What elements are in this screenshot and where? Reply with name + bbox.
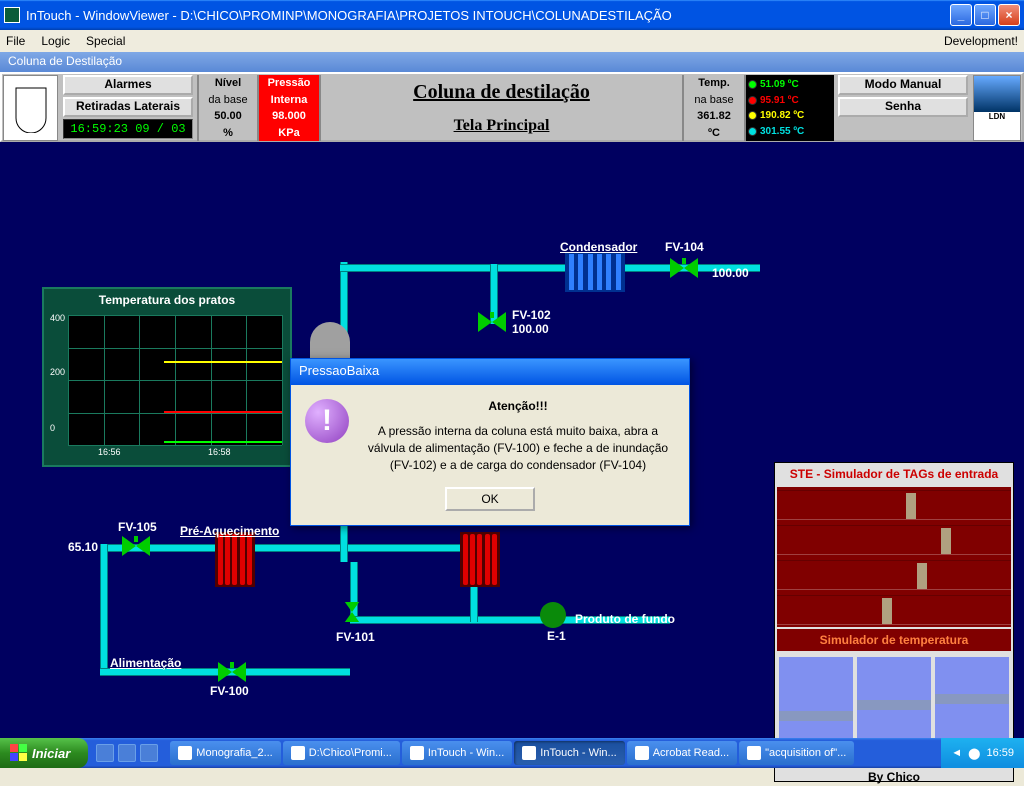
title-box: Coluna de destilação Tela Principal	[319, 75, 682, 141]
label-condensador: Condensador	[560, 240, 637, 254]
quicklaunch	[88, 744, 166, 762]
alarmes-button[interactable]: Alarmes	[63, 75, 193, 95]
window-titlebar: InTouch - WindowViewer - D:\CHICO\PROMIN…	[0, 0, 1024, 30]
warning-icon: !	[305, 399, 349, 443]
sim-slider[interactable]	[777, 560, 1011, 590]
preheater-icon	[215, 532, 255, 587]
retiradas-button[interactable]: Retiradas Laterais	[63, 97, 193, 117]
temp-item: 95.91 ºC	[748, 95, 799, 106]
temperature-chart: Temperatura dos pratos 400 200 0 16:56 1…	[42, 287, 292, 467]
sim-temp-title: Simulador de temperatura	[777, 629, 1011, 651]
valve-fv102[interactable]	[478, 312, 506, 332]
nivel-box: Nívelda base 50.00%	[197, 75, 257, 141]
menu-special[interactable]: Special	[86, 34, 125, 48]
task-list: Monografia_2...D:\Chico\Promi...InTouch …	[166, 741, 941, 765]
label-produto-fundo: Produto de fundo	[575, 612, 675, 626]
temps-list: 51.09 ºC 95.91 ºC 190.82 ºC 301.55 ºC	[744, 75, 834, 141]
taskbar-task[interactable]: D:\Chico\Promi...	[283, 741, 400, 765]
header-clock: 16:59:23 09 / 03	[63, 119, 193, 139]
ldn-logo: LDN	[973, 75, 1021, 141]
menu-development[interactable]: Development!	[944, 34, 1018, 48]
pressao-box: PressãoInterna 98.000KPa	[257, 75, 319, 141]
reboiler-icon	[460, 532, 500, 587]
dialog-attention: Atenção!!!	[361, 399, 675, 413]
header-panel: Alarmes Retiradas Laterais 16:59:23 09 /…	[0, 72, 1024, 142]
label-fv100: FV-100	[210, 684, 249, 698]
pipe	[340, 264, 700, 272]
valve-fv100[interactable]	[218, 662, 246, 682]
menubar: File Logic Special Development!	[0, 30, 1024, 52]
valve-fv105[interactable]	[122, 536, 150, 556]
scada-canvas: Alarmes Retiradas Laterais 16:59:23 09 /…	[0, 72, 1024, 740]
menu-logic[interactable]: Logic	[41, 34, 70, 48]
sim-slider[interactable]	[777, 490, 1011, 520]
label-e1: E-1	[547, 629, 566, 643]
sim-slider[interactable]	[777, 525, 1011, 555]
label-preaquecimento: Pré-Aquecimento	[180, 524, 279, 538]
alert-dialog: PressaoBaixa ! Atenção!!! A pressão inte…	[290, 358, 690, 526]
ql-icon[interactable]	[96, 744, 114, 762]
value-fv102: 100.00	[512, 322, 549, 336]
close-button[interactable]: ×	[998, 4, 1020, 26]
temp-item: 301.55 ºC	[748, 126, 804, 137]
page-subtitle: Tela Principal	[454, 117, 550, 135]
pipe	[348, 544, 478, 552]
minimize-button[interactable]: _	[950, 4, 972, 26]
tray-icon[interactable]: ⬤	[968, 747, 980, 760]
taskbar-task[interactable]: "acquisition of"...	[739, 741, 854, 765]
temp-item: 51.09 ºC	[748, 79, 799, 90]
temp-box: Temp.na base 361.82ºC	[682, 75, 744, 141]
maximize-button[interactable]: □	[974, 4, 996, 26]
valve-fv104[interactable]	[670, 258, 698, 278]
dialog-message: A pressão interna da coluna está muito b…	[361, 423, 675, 473]
window-title: InTouch - WindowViewer - D:\CHICO\PROMIN…	[26, 8, 950, 23]
sim-sliders	[777, 487, 1011, 627]
label-fv105: FV-105	[118, 520, 157, 534]
valve-fv101[interactable]	[338, 602, 366, 622]
temp-item: 190.82 ºC	[748, 110, 804, 121]
pump-icon	[540, 602, 566, 628]
app-icon	[4, 7, 20, 23]
pipe	[100, 544, 108, 674]
senha-button[interactable]: Senha	[838, 97, 968, 117]
sim-byline: By Chico	[775, 768, 1013, 786]
crest-logo	[3, 75, 58, 141]
label-alimentacao: Alimentação	[110, 656, 181, 670]
canvas-tab: Coluna de Destilação	[0, 52, 1024, 72]
sim-slider[interactable]	[777, 595, 1011, 625]
dialog-ok-button[interactable]: OK	[445, 487, 535, 511]
tray-clock: 16:59	[986, 747, 1014, 759]
dialog-title: PressaoBaixa	[291, 359, 689, 385]
condenser-icon	[565, 252, 625, 292]
taskbar: Iniciar Monografia_2...D:\Chico\Promi...…	[0, 738, 1024, 768]
taskbar-task[interactable]: InTouch - Win...	[402, 741, 512, 765]
label-fv104: FV-104	[665, 240, 704, 254]
system-tray: ◄ ⬤ 16:59	[941, 738, 1024, 768]
menu-file[interactable]: File	[6, 34, 25, 48]
start-button[interactable]: Iniciar	[0, 738, 88, 768]
ql-icon[interactable]	[118, 744, 136, 762]
tray-icon[interactable]: ◄	[951, 747, 962, 759]
taskbar-task[interactable]: Monografia_2...	[170, 741, 280, 765]
taskbar-task[interactable]: Acrobat Read...	[627, 741, 737, 765]
label-fv101: FV-101	[336, 630, 375, 644]
taskbar-task[interactable]: InTouch - Win...	[514, 741, 624, 765]
page-title: Coluna de destilação	[413, 81, 590, 104]
value-fv105: 65.10	[68, 540, 98, 554]
ql-icon[interactable]	[140, 744, 158, 762]
label-fv102: FV-102	[512, 308, 551, 322]
sim-title: STE - Simulador de TAGs de entrada	[775, 463, 1013, 485]
simulator-panel: STE - Simulador de TAGs de entrada Simul…	[774, 462, 1014, 782]
chart-title: Temperatura dos pratos	[44, 289, 290, 311]
modo-manual-button[interactable]: Modo Manual	[838, 75, 968, 95]
value-fv104: 100.00	[712, 266, 749, 280]
